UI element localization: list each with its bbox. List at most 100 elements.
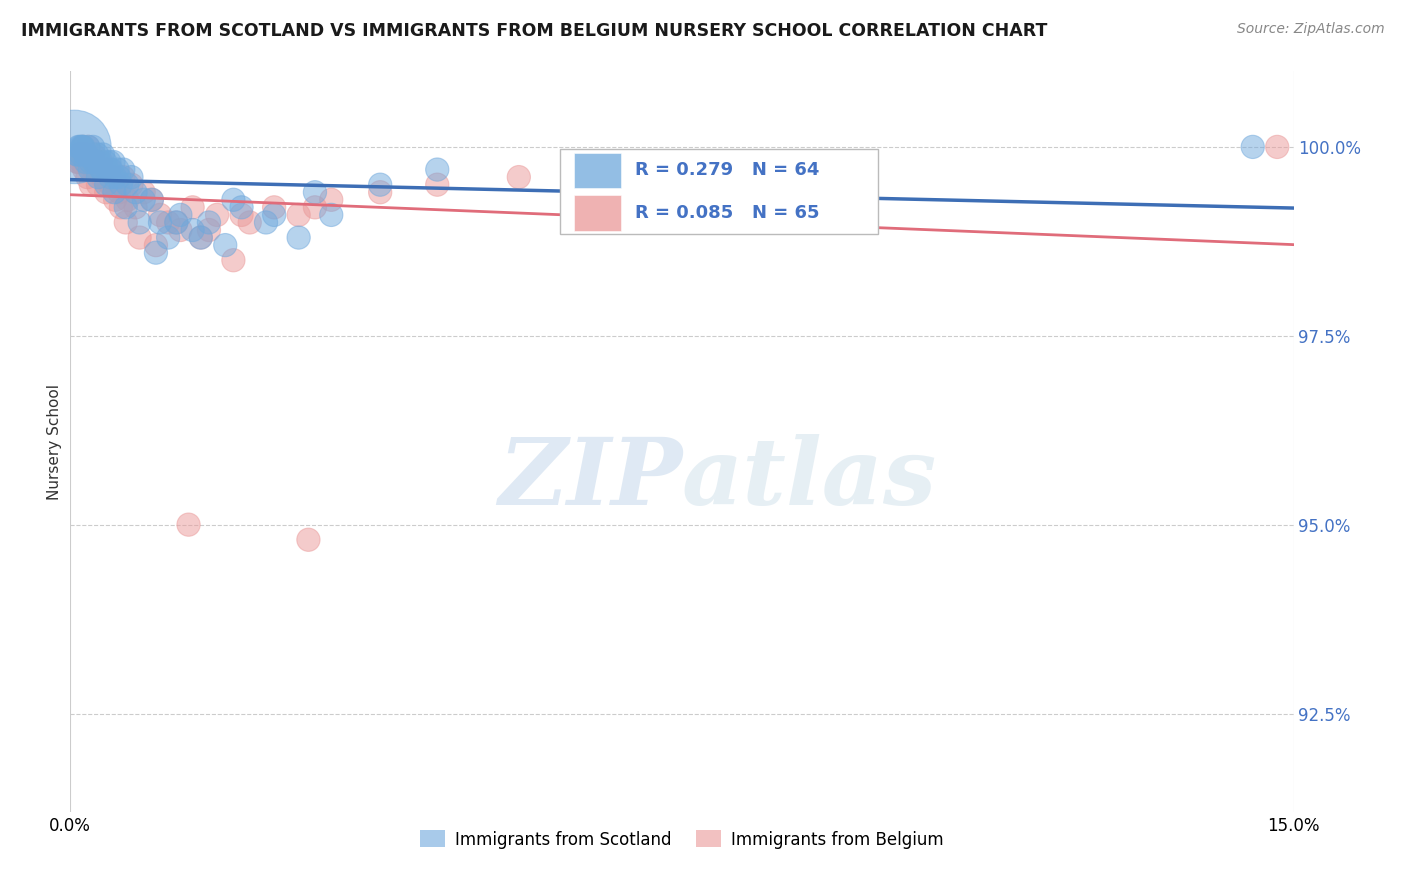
Point (239, 215, 262, 229)
Point (231, 200, 253, 214)
Point (66, 147, 89, 161)
Point (108, 170, 131, 185)
Point (169, 223, 191, 237)
Point (83, 162, 105, 177)
Point (426, 178, 449, 192)
Point (190, 230, 212, 244)
Point (82, 147, 104, 161)
Point (128, 215, 150, 229)
Point (141, 193, 163, 207)
Point (222, 253, 245, 268)
Point (70, 140, 93, 154)
Point (304, 200, 326, 214)
Point (145, 238, 167, 252)
Point (132, 186, 155, 200)
Point (76, 170, 98, 185)
Point (214, 238, 236, 252)
Point (112, 170, 135, 185)
Point (87, 178, 110, 192)
Point (114, 215, 136, 229)
Point (112, 162, 135, 177)
Point (98, 170, 121, 185)
Point (368, 178, 391, 192)
Point (73, 155, 96, 169)
Y-axis label: Nursery School: Nursery School (46, 384, 62, 500)
Point (198, 215, 221, 229)
Point (103, 170, 125, 185)
Point (128, 230, 150, 244)
Point (79, 155, 101, 169)
Point (75, 155, 97, 169)
Point (94, 155, 117, 169)
Point (165, 215, 187, 229)
Point (98, 155, 121, 169)
Point (108, 186, 131, 200)
Point (165, 215, 187, 229)
Point (77, 140, 100, 154)
Point (77, 140, 100, 154)
Point (98, 178, 121, 192)
Point (177, 517, 200, 532)
Point (66, 147, 89, 161)
Point (86, 155, 108, 169)
Point (149, 215, 172, 229)
Text: R = 0.279   N = 64: R = 0.279 N = 64 (636, 161, 820, 179)
Point (70, 155, 93, 169)
Point (287, 230, 309, 244)
Point (67, 155, 90, 169)
Point (205, 208, 228, 222)
Point (67, 140, 90, 154)
Text: IMMIGRANTS FROM SCOTLAND VS IMMIGRANTS FROM BELGIUM NURSERY SCHOOL CORRELATION C: IMMIGRANTS FROM SCOTLAND VS IMMIGRANTS F… (21, 22, 1047, 40)
Point (132, 193, 155, 207)
Point (124, 186, 146, 200)
Point (83, 155, 105, 169)
Point (190, 230, 212, 244)
Point (231, 208, 253, 222)
Point (254, 215, 277, 229)
Point (80, 162, 103, 177)
Point (79, 178, 103, 192)
FancyBboxPatch shape (574, 153, 621, 188)
Point (321, 193, 343, 207)
Point (157, 230, 180, 244)
FancyBboxPatch shape (560, 149, 877, 235)
Point (72, 140, 94, 154)
Point (1265, 140, 1288, 154)
Point (297, 533, 319, 547)
Point (91, 162, 114, 177)
Point (103, 186, 125, 200)
Point (76, 147, 98, 161)
Point (98, 162, 121, 177)
Point (73, 147, 96, 161)
Point (91, 170, 114, 185)
Point (87, 155, 110, 169)
Point (91, 147, 114, 161)
Point (96, 162, 118, 177)
Point (103, 155, 125, 169)
Point (104, 178, 127, 192)
Point (100, 162, 122, 177)
Point (149, 208, 172, 222)
Text: ZIP: ZIP (498, 434, 682, 524)
Point (321, 208, 343, 222)
Point (69, 147, 91, 161)
Point (76, 147, 98, 161)
Point (104, 193, 127, 207)
Point (124, 200, 146, 214)
Text: R = 0.085   N = 65: R = 0.085 N = 65 (636, 204, 820, 222)
Point (304, 186, 326, 200)
Point (121, 170, 143, 185)
Point (114, 200, 136, 214)
Point (181, 223, 204, 237)
Point (107, 162, 129, 177)
Point (82, 140, 104, 154)
Point (90, 155, 112, 169)
Point (117, 193, 139, 207)
Point (157, 215, 180, 229)
Point (426, 162, 449, 177)
Point (145, 245, 167, 260)
Point (1241, 140, 1264, 154)
Point (141, 193, 163, 207)
Point (263, 200, 285, 214)
Point (508, 170, 530, 185)
